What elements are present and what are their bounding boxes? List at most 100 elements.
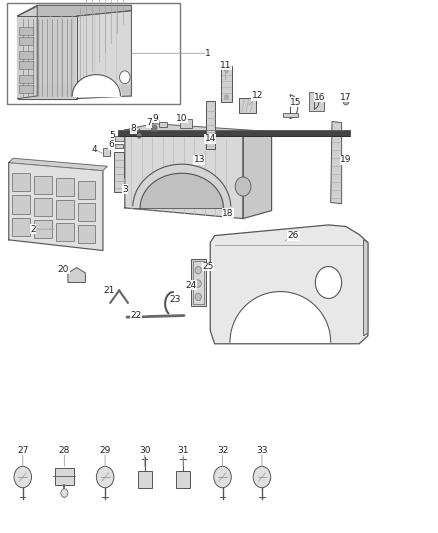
Bar [19, 27, 33, 35]
Bar [55, 468, 74, 485]
Bar [19, 75, 33, 83]
Text: 6: 6 [109, 141, 115, 149]
Text: 14: 14 [205, 134, 216, 143]
Text: 16: 16 [314, 93, 325, 101]
Text: 11: 11 [220, 61, 231, 69]
Text: 22: 22 [130, 311, 141, 320]
Polygon shape [125, 124, 272, 136]
Polygon shape [125, 130, 243, 219]
Circle shape [96, 466, 114, 488]
Text: 7: 7 [146, 118, 152, 127]
Circle shape [315, 266, 342, 298]
Bar [34, 220, 52, 238]
Text: 30: 30 [139, 446, 150, 455]
Bar [115, 136, 124, 141]
Bar [56, 200, 74, 219]
Bar [19, 51, 33, 59]
Text: 28: 28 [59, 446, 70, 455]
Text: 18: 18 [222, 209, 233, 217]
Bar [19, 61, 33, 69]
Bar [159, 122, 167, 127]
Circle shape [14, 466, 32, 488]
Text: 23: 23 [170, 295, 181, 304]
Circle shape [120, 71, 130, 84]
Polygon shape [331, 122, 342, 204]
Bar [34, 198, 52, 216]
Bar [12, 173, 30, 191]
Circle shape [195, 293, 201, 301]
Polygon shape [18, 6, 37, 99]
Bar [206, 101, 215, 149]
Circle shape [61, 489, 68, 497]
Bar [78, 181, 95, 199]
Bar [193, 261, 204, 304]
Polygon shape [364, 240, 368, 336]
Bar [114, 152, 124, 192]
Text: 33: 33 [256, 446, 268, 455]
Text: 20: 20 [58, 265, 69, 273]
Bar [56, 178, 74, 196]
Polygon shape [68, 268, 85, 282]
Polygon shape [9, 158, 107, 171]
Bar [180, 119, 192, 128]
Bar [56, 223, 74, 241]
Bar [191, 259, 206, 306]
Text: 26: 26 [288, 231, 299, 240]
Polygon shape [243, 132, 272, 219]
Circle shape [195, 266, 201, 274]
Circle shape [225, 95, 228, 99]
Bar [309, 92, 324, 111]
Bar [12, 196, 30, 214]
Text: 2: 2 [30, 225, 35, 233]
Text: 8: 8 [131, 125, 137, 133]
Bar [78, 225, 95, 244]
Polygon shape [133, 164, 231, 208]
Circle shape [152, 125, 157, 131]
Circle shape [138, 134, 141, 138]
Text: 31: 31 [177, 446, 189, 455]
Polygon shape [9, 163, 103, 251]
Text: 32: 32 [217, 446, 228, 455]
Polygon shape [230, 292, 331, 342]
Circle shape [343, 98, 349, 105]
Polygon shape [18, 16, 77, 99]
Text: 9: 9 [152, 114, 159, 123]
Bar [78, 203, 95, 221]
Text: 12: 12 [252, 92, 263, 100]
Bar [118, 130, 350, 136]
Text: 17: 17 [340, 93, 352, 101]
Text: 1: 1 [205, 49, 211, 58]
Bar [115, 144, 123, 148]
Circle shape [195, 280, 201, 287]
Bar [7, 3, 180, 104]
Text: 24: 24 [185, 281, 196, 289]
Circle shape [253, 466, 271, 488]
Polygon shape [18, 5, 131, 16]
Bar [12, 218, 30, 236]
Text: 3: 3 [122, 185, 128, 193]
Bar [176, 471, 190, 488]
Text: 29: 29 [99, 446, 111, 455]
Bar [239, 98, 256, 113]
Bar [34, 175, 52, 193]
Circle shape [235, 177, 251, 196]
Polygon shape [77, 11, 131, 99]
Text: 21: 21 [103, 286, 114, 295]
Text: 27: 27 [17, 446, 28, 455]
Bar [221, 66, 232, 102]
Text: 4: 4 [92, 145, 97, 154]
Text: 25: 25 [202, 262, 214, 271]
Text: 19: 19 [340, 156, 352, 164]
Text: 10: 10 [176, 114, 187, 123]
Polygon shape [210, 225, 368, 344]
Bar [19, 85, 33, 93]
Bar [19, 37, 33, 45]
Circle shape [225, 68, 228, 72]
Bar [103, 148, 110, 156]
Bar [138, 471, 152, 488]
Text: 5: 5 [109, 132, 115, 140]
Bar [283, 113, 298, 117]
Text: 15: 15 [290, 98, 301, 107]
Polygon shape [37, 85, 131, 96]
Circle shape [214, 466, 231, 488]
